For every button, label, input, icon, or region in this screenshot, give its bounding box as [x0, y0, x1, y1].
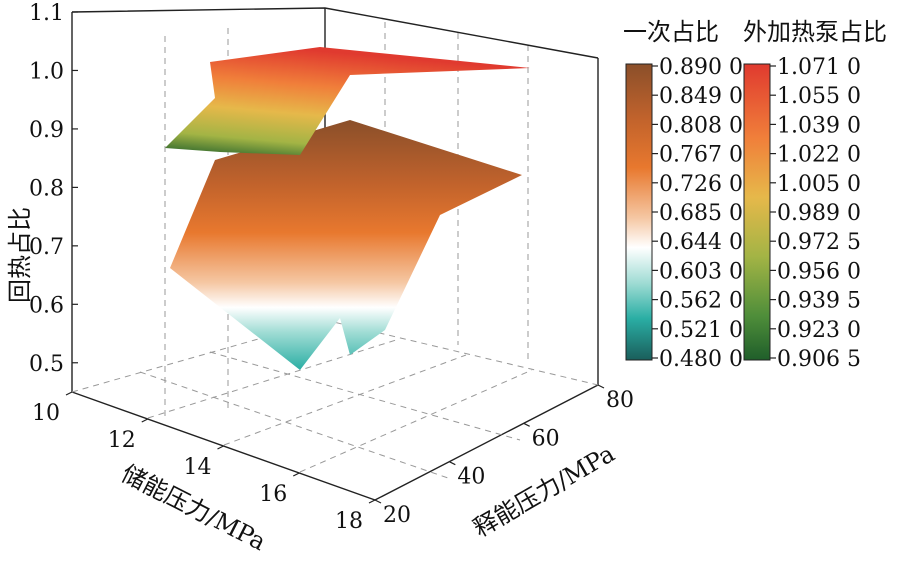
colorbar-tick-label: 0.890 0 [659, 55, 743, 80]
z-axis-label: 回热占比 [6, 207, 34, 303]
colorbar-tick-label: 0.972 5 [777, 230, 861, 255]
y-tick-label: 40 [457, 465, 485, 490]
z-tick-label: 1.0 [29, 59, 64, 84]
colorbar-heatpump [743, 63, 771, 361]
x-tick-label: 18 [335, 509, 363, 534]
z-tick-label: 0.9 [29, 118, 64, 143]
colorbar-tick-label: 0.562 0 [659, 289, 743, 314]
colorbar-tick-label: 1.039 0 [777, 113, 861, 138]
y-axis-label: 释能压力/MPa [469, 439, 620, 542]
z-tick-label: 0.5 [29, 352, 64, 377]
colorbar-tick-label: 0.923 0 [777, 318, 861, 343]
x-tick-label: 14 [184, 455, 212, 480]
colorbar-tick-label: 0.644 0 [659, 230, 743, 255]
legend-title-primary: 一次占比 [623, 18, 719, 46]
z-tick-label: 1.1 [29, 1, 64, 26]
x-tick-mark [217, 445, 224, 450]
heat-pump-surface [165, 47, 530, 155]
colorbar-heatpump-ticks: 1.071 0 1.055 0 1.039 0 1.022 0 1.005 0 0.989… [770, 55, 861, 372]
colorbar-tick-label: 0.906 5 [777, 347, 861, 372]
x-tick-label: 12 [108, 428, 136, 453]
colorbar-tick-label: 0.956 0 [777, 259, 861, 284]
y-tick-label: 60 [532, 426, 560, 451]
x-tick-mark [141, 418, 149, 423]
z-tick-label: 0.7 [29, 235, 64, 260]
colorbar-tick-label: 0.726 0 [659, 172, 743, 197]
colorbar-tick-label: 0.767 0 [659, 143, 743, 168]
y-tick-mark [374, 499, 382, 504]
colorbar-tick-label: 0.603 0 [659, 259, 743, 284]
colorbar-tick-label: 1.055 0 [777, 84, 861, 109]
colorbar-tick-label: 0.521 0 [659, 318, 743, 343]
z-tick-label: 0.6 [29, 293, 64, 318]
grid-floor [71, 319, 599, 479]
z-axis-ticks: 0.5 0.6 0.7 0.8 0.9 1.0 1.1 [29, 1, 78, 377]
surface-group [165, 47, 530, 370]
z-tick-label: 0.8 [29, 176, 64, 201]
colorbar-primary-ticks: 0.890 0 0.849 0 0.808 0 0.767 0 0.726 0 0.685… [652, 55, 743, 372]
y-axis-ticks: 20 40 60 80 [374, 384, 634, 528]
x-tick-label: 10 [32, 401, 60, 426]
primary-surface [170, 120, 522, 370]
y-tick-mark [597, 384, 605, 389]
colorbar-tick-label: 1.071 0 [777, 55, 861, 80]
colorbar-tick-label: 0.480 0 [659, 347, 743, 372]
y-tick-mark [523, 422, 530, 427]
colorbar-tick-label: 0.685 0 [659, 201, 743, 226]
y-tick-mark [449, 461, 456, 466]
colorbar-tick-label: 1.022 0 [777, 143, 861, 168]
x-tick-label: 16 [259, 482, 287, 507]
y-tick-label: 20 [383, 503, 411, 528]
colorbar-tick-label: 0.849 0 [659, 84, 743, 109]
x-tick-mark [65, 391, 73, 396]
x-tick-mark [368, 499, 376, 504]
colorbar-tick-label: 0.808 0 [659, 113, 743, 138]
colorbar-tick-label: 1.005 0 [777, 172, 861, 197]
legend-title-heatpump: 外加热泵占比 [743, 18, 887, 46]
colorbar-primary [625, 63, 653, 361]
y-tick-label: 80 [606, 388, 634, 413]
colorbar-tick-label: 0.989 0 [777, 201, 861, 226]
colorbar-tick-label: 0.939 5 [777, 289, 861, 314]
x-axis-ticks: 10 12 14 16 18 [32, 391, 376, 534]
x-tick-mark [292, 472, 300, 477]
